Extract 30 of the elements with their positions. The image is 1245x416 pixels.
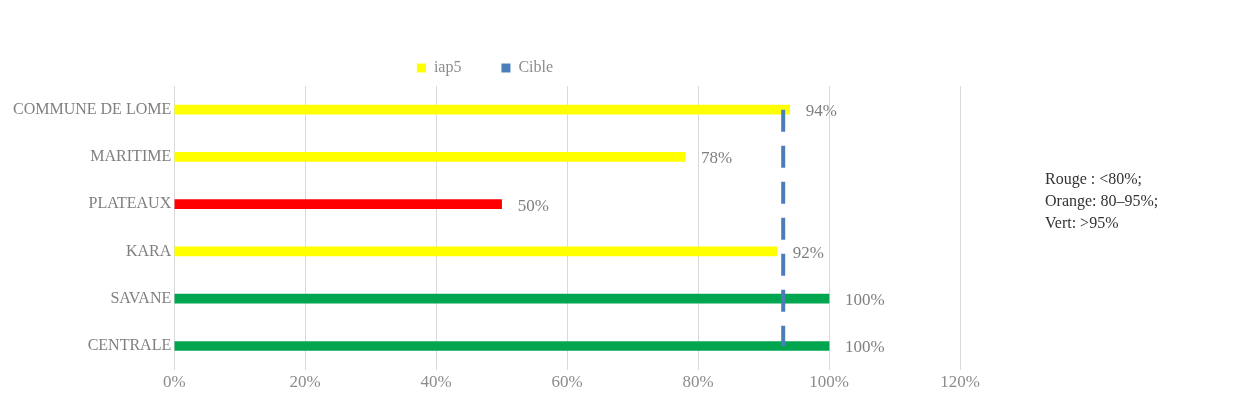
bar bbox=[174, 341, 830, 351]
x-tick-label: 40% bbox=[420, 372, 452, 392]
data-label: 100% bbox=[845, 337, 885, 357]
data-label: 78% bbox=[700, 148, 733, 168]
bar bbox=[174, 199, 502, 209]
bar bbox=[174, 293, 830, 304]
x-tick-label: 20% bbox=[289, 372, 321, 392]
x-tick-label: 60% bbox=[551, 372, 583, 392]
data-label: 94% bbox=[805, 101, 837, 121]
x-tick-label: 80% bbox=[682, 372, 714, 392]
bar bbox=[174, 246, 777, 257]
text: Vert: >95% bbox=[1045, 213, 1120, 233]
x-tick-label: 0% bbox=[162, 372, 186, 392]
data-label: 92% bbox=[792, 242, 824, 262]
y-tick-label: MARITIME bbox=[90, 147, 172, 165]
y-tick-label: CENTRALE bbox=[87, 336, 172, 354]
bar bbox=[174, 152, 686, 162]
legend-label: iap5 bbox=[433, 58, 462, 77]
legend-label: Cible bbox=[518, 58, 554, 76]
y-tick-label: SAVANE bbox=[110, 288, 172, 306]
y-tick-label: KARA bbox=[125, 241, 172, 259]
data-label: 50% bbox=[517, 195, 549, 215]
text: Rouge : <80%; bbox=[1045, 169, 1143, 190]
x-tick-label: 100% bbox=[809, 372, 849, 392]
x-tick-label: 120% bbox=[940, 372, 980, 392]
bar bbox=[174, 104, 791, 115]
y-tick-label: COMMUNE DE LOME bbox=[13, 99, 172, 117]
data-label: 100% bbox=[845, 290, 885, 310]
text: Orange: 80–95%; bbox=[1045, 191, 1159, 212]
y-tick-label: PLATEAUX bbox=[88, 194, 172, 212]
